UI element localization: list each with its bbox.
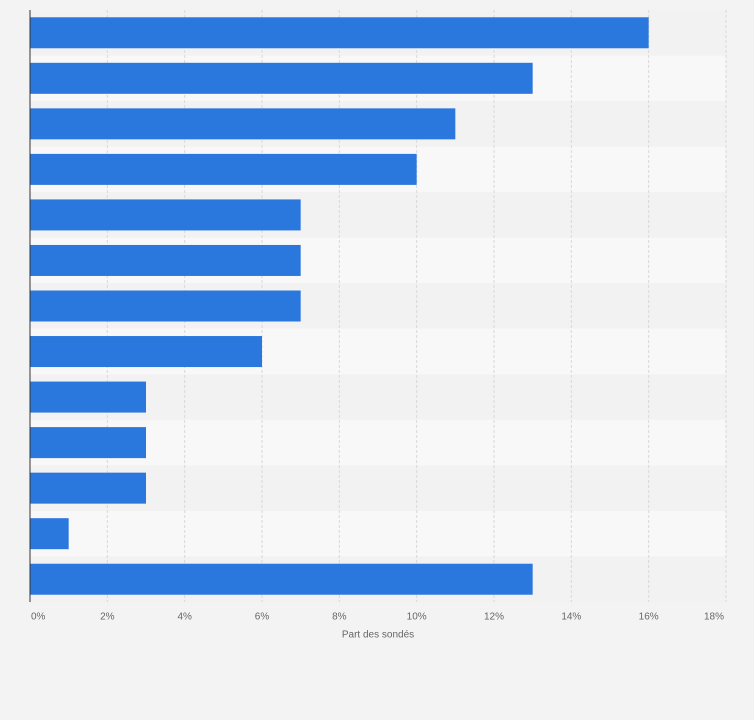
bar (30, 427, 146, 459)
x-tick-label: 12% (484, 612, 504, 623)
x-tick-label: 14% (561, 612, 581, 623)
bar (30, 199, 301, 231)
bar (30, 563, 533, 595)
bar (30, 244, 301, 276)
bar (30, 290, 301, 322)
x-tick-label: 0% (31, 612, 46, 623)
x-tick-label: 8% (332, 612, 347, 623)
x-tick-label: 10% (407, 612, 427, 623)
x-axis-label: Part des sondés (342, 630, 414, 641)
x-tick-label: 16% (639, 612, 659, 623)
x-tick-label: 2% (100, 612, 115, 623)
plot: 0% 2% 4% 6% 8% 10% 12% 14% 16% 18% (29, 10, 727, 623)
x-tick-label: 18% (704, 612, 724, 623)
bar (30, 17, 649, 49)
x-tick-label: 4% (177, 612, 192, 623)
bar (30, 336, 262, 368)
bar (30, 62, 533, 94)
x-tick-label: 6% (255, 612, 270, 623)
row-band (30, 510, 726, 557)
bar (30, 108, 456, 140)
bar (30, 472, 146, 504)
bar (30, 153, 417, 185)
bar (30, 518, 69, 550)
bar (30, 381, 146, 413)
